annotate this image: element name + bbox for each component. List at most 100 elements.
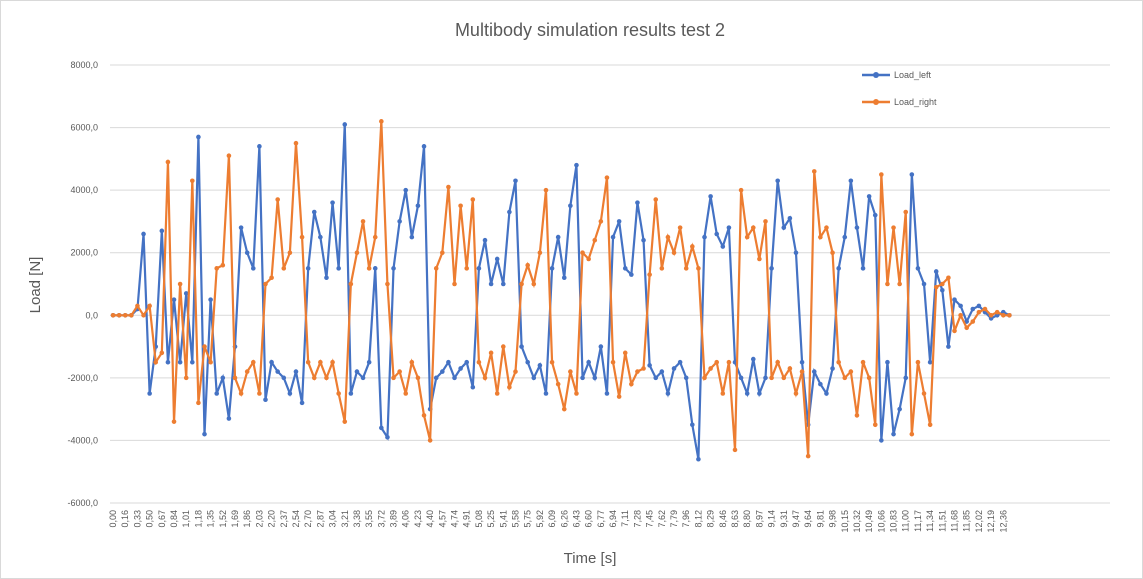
data-point — [500, 281, 506, 287]
x-tick-label: 1,35 — [206, 510, 216, 528]
data-point — [196, 400, 201, 406]
data-point — [616, 394, 622, 399]
data-point — [226, 153, 232, 159]
x-tick-label: 9,47 — [791, 510, 801, 528]
data-point — [879, 438, 884, 443]
data-point — [763, 219, 768, 224]
data-point — [372, 234, 378, 240]
x-tick-label: 0,33 — [132, 510, 142, 528]
x-tick-label: 7,45 — [645, 510, 655, 528]
data-point — [988, 312, 994, 318]
data-point — [336, 391, 341, 396]
data-point — [555, 381, 561, 387]
data-point — [793, 250, 799, 256]
data-point — [244, 250, 250, 256]
data-point — [476, 359, 482, 365]
data-point — [269, 275, 274, 281]
data-point — [818, 234, 823, 240]
x-tick-label: 3,89 — [389, 510, 399, 528]
data-point — [379, 425, 384, 431]
data-point — [726, 359, 732, 365]
x-tick-label: 0,16 — [120, 510, 130, 528]
data-point — [629, 381, 634, 387]
data-point — [799, 369, 805, 374]
data-point — [860, 266, 866, 271]
data-point — [750, 225, 756, 230]
x-tick-label: 1,18 — [193, 510, 203, 528]
legend-marker — [873, 72, 879, 78]
data-point — [360, 219, 366, 224]
data-point — [598, 219, 604, 224]
data-point — [781, 225, 787, 230]
x-tick-label: 8,12 — [693, 510, 703, 528]
data-point — [208, 359, 213, 365]
x-tick-label: 6,77 — [596, 510, 606, 528]
data-point — [555, 234, 561, 240]
data-point — [836, 266, 841, 271]
x-tick-label: 5,41 — [498, 510, 508, 528]
data-point — [586, 256, 591, 262]
x-tick-label: 4,40 — [425, 510, 435, 528]
x-tick-label: 5,92 — [535, 510, 545, 528]
series-line — [113, 124, 1010, 460]
data-point — [244, 369, 250, 374]
x-tick-label: 9,14 — [767, 510, 777, 528]
data-point — [927, 422, 933, 428]
data-point — [830, 366, 835, 371]
data-point — [598, 344, 604, 349]
data-point — [525, 359, 530, 365]
x-tick-label: 11,17 — [913, 510, 923, 532]
data-point — [177, 281, 183, 287]
data-point — [592, 237, 598, 243]
y-tick-label: 2000,0 — [70, 248, 98, 258]
data-point — [708, 366, 713, 371]
data-point — [622, 266, 628, 271]
data-point — [305, 359, 311, 365]
data-point — [305, 266, 311, 271]
data-point — [629, 272, 634, 277]
data-point — [421, 144, 427, 149]
data-point — [196, 134, 201, 140]
data-point — [842, 234, 848, 240]
data-point — [318, 234, 323, 240]
y-tick-label: 0,0 — [85, 310, 98, 320]
data-point — [702, 234, 707, 240]
data-point — [336, 266, 341, 271]
data-point — [610, 359, 616, 365]
data-point — [952, 328, 957, 334]
x-tick-label: 2,54 — [291, 510, 301, 528]
data-point — [513, 369, 518, 374]
x-tick-label: 0,00 — [108, 510, 118, 528]
chart-title: Multibody simulation results test 2 — [455, 20, 725, 40]
x-tick-label: 3,55 — [364, 510, 374, 528]
data-point — [549, 359, 555, 365]
data-point — [830, 250, 835, 256]
x-tick-label: 11,34 — [925, 510, 935, 532]
data-point — [744, 391, 750, 396]
data-point — [391, 375, 396, 381]
x-tick-label: 1,86 — [242, 510, 252, 528]
data-point — [275, 197, 280, 202]
data-point — [543, 187, 549, 193]
x-tick-label: 12,02 — [974, 510, 984, 533]
data-point — [299, 234, 305, 240]
data-point — [494, 391, 500, 396]
data-point — [397, 219, 402, 224]
x-tick-label: 6,09 — [547, 510, 557, 528]
data-point — [129, 312, 134, 318]
data-point — [238, 391, 244, 396]
x-tick-label: 1,52 — [218, 510, 228, 528]
x-tick-label: 6,60 — [584, 510, 594, 528]
data-point — [232, 375, 238, 381]
data-point — [787, 366, 793, 371]
data-point — [519, 281, 524, 287]
data-point — [379, 119, 384, 124]
x-tick-label: 6,43 — [571, 510, 581, 528]
x-tick-label: 8,29 — [706, 510, 716, 528]
data-point — [824, 391, 829, 396]
data-point — [464, 359, 470, 365]
x-tick-label: 2,37 — [279, 510, 289, 528]
data-point — [250, 359, 256, 365]
data-point — [671, 366, 677, 371]
